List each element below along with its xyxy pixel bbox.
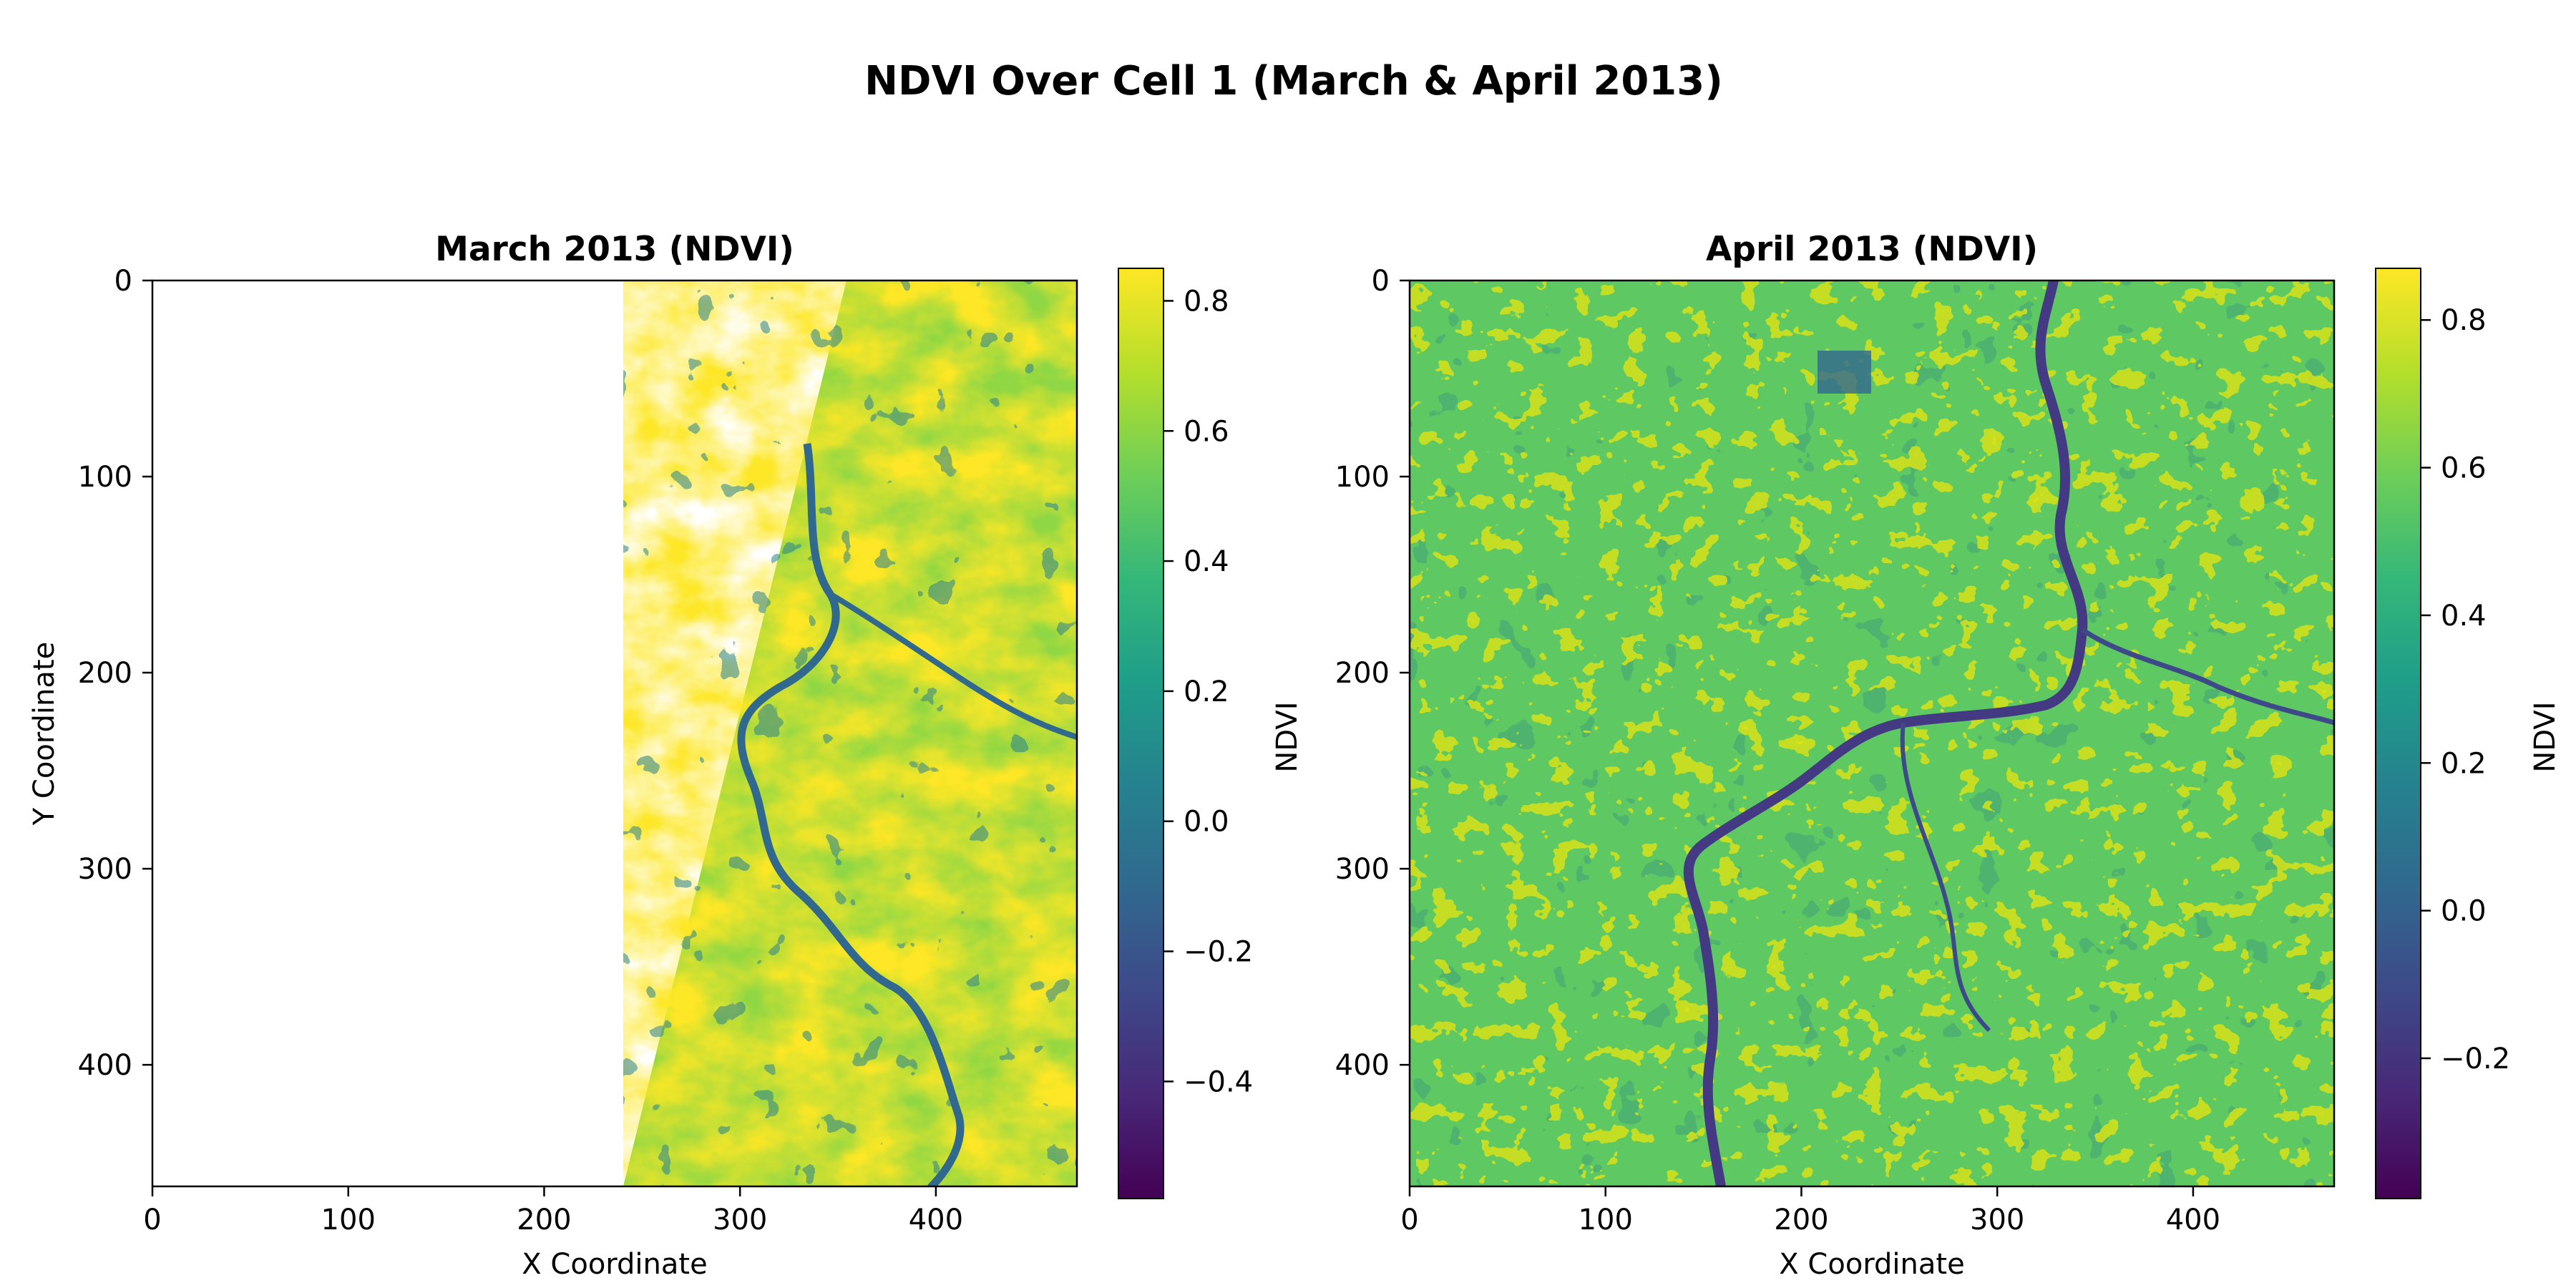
colorbar-gradient <box>1118 268 1163 1199</box>
colorbar-tick-label: −0.4 <box>1184 1065 1253 1098</box>
colorbar-frame <box>1118 268 1164 1199</box>
colorbar-tick-label: −0.2 <box>2441 1043 2510 1075</box>
x-tick-label: 400 <box>2166 1204 2220 1236</box>
march-panel-title: March 2013 (NDVI) <box>435 230 794 269</box>
april-tributary-east <box>2081 628 2334 726</box>
march-x-ticks: 0 100 200 300 400 <box>143 1186 963 1236</box>
x-tick-label: 300 <box>1970 1204 2024 1236</box>
x-tick-label: 100 <box>1579 1204 1633 1236</box>
y-tick-label: 200 <box>78 657 132 690</box>
x-tick-label: 0 <box>1400 1204 1418 1236</box>
april-panel-title: April 2013 (NDVI) <box>1706 230 2038 269</box>
colorbar-tick-label: −0.2 <box>1184 936 1253 969</box>
april-y-ticks: 0 100 200 300 400 <box>1335 265 1410 1082</box>
y-tick-label: 400 <box>78 1049 132 1082</box>
march-tributary <box>828 591 1077 740</box>
april-ndvi-image <box>1410 280 2334 1186</box>
y-tick-label: 300 <box>1335 853 1390 886</box>
x-tick-label: 0 <box>143 1204 161 1236</box>
colorbar-tick-label: 0.0 <box>1184 806 1229 839</box>
x-tick-label: 200 <box>517 1204 571 1236</box>
x-tick-label: 400 <box>909 1204 963 1236</box>
colorbar-tick-label: 0.6 <box>1184 415 1229 448</box>
y-tick-label: 100 <box>78 461 132 494</box>
y-tick-label: 200 <box>1335 657 1390 690</box>
y-tick-label: 100 <box>1335 461 1390 494</box>
colorbar-tick-label: 0.2 <box>1184 675 1229 708</box>
april-colorbar: −0.2 0.0 0.2 0.4 0.6 0.8 <box>2375 268 2510 1199</box>
march-axes-frame <box>151 279 1078 1188</box>
march-colorbar-label: NDVI <box>1271 701 1304 772</box>
march-colorbar: −0.4 −0.2 0.0 0.2 0.4 0.6 0.8 <box>1118 268 1253 1199</box>
april-axes-frame <box>1408 279 2336 1188</box>
colorbar-tick-label: 0.8 <box>1184 285 1229 318</box>
march-y-ticks: 0 100 200 300 400 <box>78 265 152 1082</box>
march-panel: March 2013 (NDVI) 0 100 200 300 400 0 100 200 3… <box>28 230 1304 1281</box>
march-swath <box>623 280 1077 1186</box>
march-y-axis-label: Y Coordinate <box>28 642 61 826</box>
march-swath-dark <box>623 280 1077 1186</box>
y-tick-label: 300 <box>78 853 132 886</box>
april-x-axis-label: X Coordinate <box>1779 1248 1964 1281</box>
march-x-axis-label: X Coordinate <box>522 1248 707 1281</box>
april-dark-patch <box>1818 351 1871 394</box>
colorbar-tick-label: 0.0 <box>2441 895 2487 928</box>
april-tributary-south <box>1900 722 1991 1033</box>
colorbar-tick-label: 0.4 <box>2441 600 2487 633</box>
colorbar-frame <box>2375 268 2421 1199</box>
y-tick-label: 400 <box>1335 1049 1390 1082</box>
colorbar-tick-label: 0.8 <box>2441 304 2487 337</box>
y-tick-label: 0 <box>1372 265 1390 298</box>
april-colorbar-label: NDVI <box>2529 701 2562 772</box>
x-tick-label: 200 <box>1774 1204 1828 1236</box>
colorbar-tick-label: 0.2 <box>2441 747 2487 780</box>
april-panel: April 2013 (NDVI) 0 100 200 300 400 0 100 200 3… <box>1335 230 2562 1281</box>
colorbar-tick-label: 0.4 <box>1184 545 1229 578</box>
figure-suptitle: NDVI Over Cell 1 (March & April 2013) <box>864 58 1723 104</box>
y-tick-label: 0 <box>114 265 132 298</box>
april-river <box>1683 280 2088 1186</box>
colorbar-gradient <box>2376 268 2421 1199</box>
x-tick-label: 300 <box>713 1204 767 1236</box>
x-tick-label: 100 <box>321 1204 376 1236</box>
april-x-ticks: 0 100 200 300 400 <box>1400 1186 2220 1236</box>
colorbar-tick-label: 0.6 <box>2441 452 2487 485</box>
march-ndvi-image <box>623 280 1077 1186</box>
